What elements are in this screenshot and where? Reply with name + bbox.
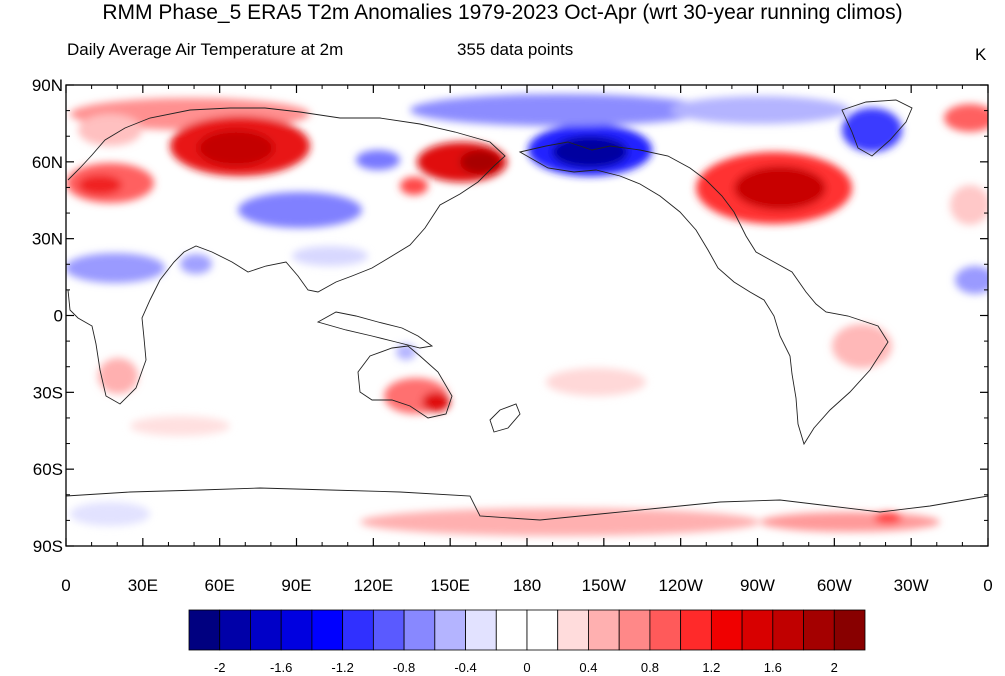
colorbar-tick-label: -0.8 <box>393 660 415 675</box>
anomaly-europe-core <box>78 175 122 195</box>
colorbar-swatch <box>372 609 405 651</box>
colorbar-tick-label: 0 <box>523 660 530 675</box>
anomaly-australia-core <box>422 392 450 412</box>
anomaly-arctic-ocean-east <box>670 96 850 124</box>
anomaly-field <box>66 85 988 546</box>
colorbar-swatch <box>588 609 620 651</box>
colorbar-swatch <box>618 609 651 651</box>
anomaly-okhotsk <box>400 177 428 195</box>
anomaly-barents-warm <box>944 104 988 132</box>
anomaly-central-asia <box>238 192 362 228</box>
anomaly-arctic-ocean <box>410 94 710 126</box>
colorbar-swatch <box>495 609 528 651</box>
anomaly-south-pacific <box>546 368 646 396</box>
anomaly-arabia <box>180 254 212 274</box>
anomaly-greenland <box>842 108 902 152</box>
lon-tick-label: 0 <box>983 576 992 595</box>
anomaly-north-america-core <box>734 166 826 210</box>
coast-australia <box>357 345 453 419</box>
anomaly-antarctic-cold <box>70 502 150 526</box>
colorbar-tick-label: 1.6 <box>764 660 782 675</box>
coast-maritime-continent <box>316 311 434 349</box>
colorbar-tick-label: 2 <box>831 660 838 675</box>
colorbar-tick-label: 0.4 <box>579 660 597 675</box>
colorbar-swatch <box>772 609 804 651</box>
colorbar-swatch <box>710 609 743 651</box>
lon-tick-label: 30E <box>128 576 158 595</box>
lon-tick-label: 60W <box>817 576 852 595</box>
colorbar-tick-label: -1.6 <box>270 660 292 675</box>
colorbar-swatch <box>188 609 221 651</box>
colorbar-tick-label: -1.2 <box>331 660 353 675</box>
colorbar-swatch <box>219 609 251 651</box>
lat-tick-label: 30S <box>33 383 63 402</box>
anomaly-atlantic-west <box>950 185 988 225</box>
anomaly-west-siberia-core <box>198 130 274 166</box>
colorbar-swatch <box>649 609 682 651</box>
coast-antarctica <box>66 487 988 521</box>
lon-tick-label: 120E <box>353 576 393 595</box>
colorbar-swatch <box>526 609 559 651</box>
anomaly-brazil <box>832 324 892 368</box>
lon-tick-label: 90W <box>740 576 775 595</box>
lon-tick-label: 150W <box>582 576 626 595</box>
colorbar-tick-label: 1.2 <box>702 660 720 675</box>
colorbar-tick-label: -0.4 <box>454 660 476 675</box>
colorbar-swatch <box>803 609 835 651</box>
colorbar-swatch <box>403 609 436 651</box>
lon-tick-label: 30W <box>894 576 929 595</box>
anomaly-southern-africa <box>98 358 138 394</box>
lat-tick-label: 30N <box>32 230 63 249</box>
anomaly-scandinavia <box>78 114 142 146</box>
coastlines <box>66 99 988 521</box>
lat-tick-label: 60S <box>33 460 63 479</box>
lon-tick-label: 120W <box>658 576 702 595</box>
colorbar-swatch <box>250 609 282 651</box>
lon-tick-label: 90E <box>281 576 311 595</box>
lat-tick-label: 90N <box>32 76 63 95</box>
anomaly-baikal <box>356 150 400 170</box>
anomaly-weddell <box>874 512 902 524</box>
colorbar-swatch <box>434 609 466 651</box>
anomaly-antarctic-east <box>760 512 940 532</box>
lon-tick-label: 0 <box>61 576 70 595</box>
data-points-label: 355 data points <box>457 40 574 59</box>
colorbar-swatch <box>741 609 774 651</box>
map-subtitle: Daily Average Air Temperature at 2m <box>67 40 344 59</box>
coast-new-zealand <box>489 403 521 433</box>
colorbar-swatch <box>465 609 497 651</box>
colorbar: -2 -1.6 -1.2 -0.8 -0.4 0 0.4 0.8 1.2 1.6 2 <box>188 609 866 675</box>
units-label: K <box>975 45 987 64</box>
anomaly-alaska-core <box>552 136 628 168</box>
colorbar-swatch <box>280 609 313 651</box>
latitude-axis: 90N 60N 30N 0 30S 60S 90S <box>32 76 988 556</box>
lat-tick-label: 60N <box>32 153 63 172</box>
colorbar-swatch <box>311 609 344 651</box>
colorbar-swatch <box>680 609 712 651</box>
lon-tick-label: 60E <box>205 576 235 595</box>
anomaly-kamchatka-core <box>460 150 500 174</box>
lon-tick-label: 150E <box>430 576 470 595</box>
lon-tick-label: 180 <box>513 576 541 595</box>
colorbar-tick-label: 0.8 <box>641 660 659 675</box>
colorbar-tick-label: -2 <box>214 660 226 675</box>
coast-afro-eurasia <box>67 107 506 405</box>
coast-americas <box>518 141 889 446</box>
anomaly-south-china <box>292 246 368 266</box>
anomaly-sahara <box>66 253 165 283</box>
longitude-axis: 0 30E 60E 90E 120E 150E 180 150W 120W 90W 60W 30W 0 <box>61 85 993 595</box>
map-title: RMM Phase_5 ERA5 T2m Anomalies 1979-2023… <box>102 1 903 24</box>
colorbar-swatch <box>342 609 374 651</box>
anomaly-southern-ocean <box>130 416 230 436</box>
colorbar-swatch <box>833 609 866 651</box>
colorbar-swatch <box>557 609 589 651</box>
coast-greenland <box>841 99 913 157</box>
anomaly-atlantic-cold <box>955 266 988 294</box>
lat-tick-label: 90S <box>33 537 63 556</box>
anomaly-antarctic-coast <box>360 508 760 536</box>
lat-tick-label: 0 <box>54 307 63 326</box>
